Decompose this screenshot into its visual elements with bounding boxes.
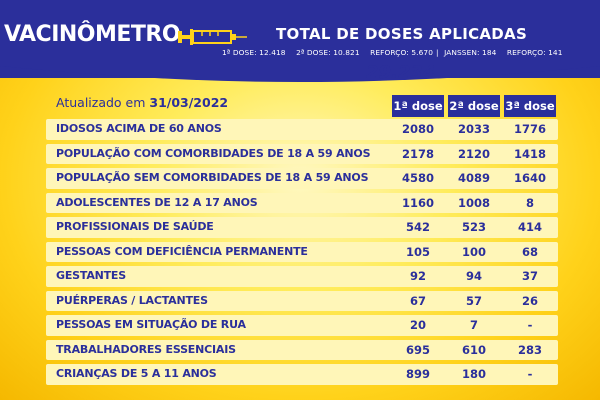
updated-date-value: 31/03/2022	[149, 95, 229, 110]
dose-1-cell: 105	[405, 244, 430, 259]
dose-2-cell: 610	[461, 342, 486, 357]
dose-2-cell: 7	[469, 318, 478, 333]
dose-3-cell: 1418	[513, 146, 546, 161]
dose-3-cell: 1776	[513, 122, 546, 137]
dose-3-cell: 283	[517, 342, 542, 357]
dose-2-cell: 100	[461, 244, 486, 259]
total-doses-value: 29.234	[366, 62, 436, 83]
dose-2-cell: 523	[461, 220, 486, 235]
dose-2-cell: 2033	[457, 122, 490, 137]
row-label: IDOSOS ACIMA DE 60 ANOS	[56, 122, 222, 135]
dose-1-cell: 695	[405, 342, 430, 357]
janssen-summary: JANSSEN: 184	[444, 48, 497, 57]
dose-1-summary: 1ª DOSE: 12.418	[222, 48, 286, 57]
dose-2-cell: 180	[461, 367, 486, 382]
dose-3-cell: 414	[517, 220, 542, 235]
dose-2-cell: 4089	[457, 171, 490, 186]
dose-2-cell: 57	[465, 293, 482, 308]
row-label: POPULAÇÃO COM COMORBIDADES DE 18 A 59 AN…	[56, 146, 371, 160]
row-label: PESSOAS EM SITUAÇÃO DE RUA	[56, 318, 246, 331]
table-row: TRABALHADORES ESSENCIAIS 695 610 283	[46, 339, 558, 360]
table-row: GESTANTES 92 94 37	[46, 266, 558, 287]
table-row: PESSOAS EM SITUAÇÃO DE RUA 20 7 -	[46, 315, 558, 336]
dose-1-cell: 67	[409, 293, 426, 308]
dose-3-cell: 68	[521, 244, 538, 259]
dose-1-cell: 2080	[401, 122, 434, 137]
vacinometro-logo: VACINÔMETRO	[4, 22, 181, 47]
table-row: CRIANÇAS DE 5 A 11 ANOS 899 180 -	[46, 364, 558, 385]
separator: |	[436, 48, 439, 57]
table-row: PROFISSIONAIS DE SAÚDE 542 523 414	[46, 217, 558, 238]
dose-3-cell: 8	[525, 195, 534, 210]
dose-1-cell: 899	[405, 367, 430, 382]
row-label: ADOLESCENTES DE 12 A 17 ANOS	[56, 195, 258, 209]
dose-summary: 1ª DOSE: 12.418 2ª DOSE: 10.821 REFORÇO:…	[222, 48, 571, 57]
updated-date: Atualizado em 31/03/2022	[56, 95, 228, 110]
row-label: POPULAÇÃO SEM COMORBIDADES DE 18 A 59 AN…	[56, 171, 369, 184]
table-row: PUÉRPERAS / LACTANTES 67 57 26	[46, 290, 558, 311]
updated-prefix: Atualizado em	[56, 95, 146, 110]
row-label: PUÉRPERAS / LACTANTES	[56, 293, 208, 307]
dose-2-cell: 94	[465, 269, 482, 284]
total-title: TOTAL DE DOSES APLICADAS	[276, 25, 528, 43]
dose-1-cell: 20	[409, 318, 426, 333]
table-row: POPULAÇÃO COM COMORBIDADES DE 18 A 59 AN…	[46, 143, 558, 164]
dose-1-cell: 1160	[401, 195, 434, 210]
booster-summary: REFORÇO: 5.670	[370, 48, 434, 57]
dose-1-cell: 2178	[401, 146, 434, 161]
column-header-dose-2: 2ª dose	[448, 95, 500, 117]
dose-1-cell: 92	[409, 269, 426, 284]
row-label: PESSOAS COM DEFICIÊNCIA PERMANENTE	[56, 244, 308, 258]
table-row: POPULAÇÃO SEM COMORBIDADES DE 18 A 59 AN…	[46, 168, 558, 189]
table-row: PESSOAS COM DEFICIÊNCIA PERMANENTE 105 100…	[46, 241, 558, 262]
dose-3-cell: 1640	[513, 171, 546, 186]
dose-2-summary: 2ª DOSE: 10.821	[296, 48, 360, 57]
row-label: CRIANÇAS DE 5 A 11 ANOS	[56, 367, 217, 380]
booster-2-summary: REFORÇO: 141	[506, 48, 563, 57]
dose-3-cell: 26	[521, 293, 538, 308]
table-row: IDOSOS ACIMA DE 60 ANOS 2080 2033 1776	[46, 119, 558, 140]
dose-3-cell: -	[527, 367, 533, 382]
vaccination-table: IDOSOS ACIMA DE 60 ANOS 2080 2033 1776 POPUL…	[46, 119, 558, 389]
syringe-icon	[178, 29, 247, 45]
dose-1-cell: 542	[405, 220, 430, 235]
row-label: PROFISSIONAIS DE SAÚDE	[56, 220, 214, 233]
table-row: ADOLESCENTES DE 12 A 17 ANOS 1160 1008 8	[46, 192, 558, 213]
row-label: GESTANTES	[56, 269, 126, 282]
dose-2-cell: 2120	[457, 146, 490, 161]
dose-1-cell: 4580	[401, 171, 434, 186]
dose-2-cell: 1008	[457, 195, 490, 210]
header-wave	[0, 60, 600, 82]
row-label: TRABALHADORES ESSENCIAIS	[56, 342, 236, 356]
column-header-dose-1: 1ª dose	[392, 95, 444, 117]
dose-3-cell: -	[527, 318, 533, 333]
dose-3-cell: 37	[521, 269, 538, 284]
column-header-dose-3: 3ª dose	[504, 95, 556, 117]
